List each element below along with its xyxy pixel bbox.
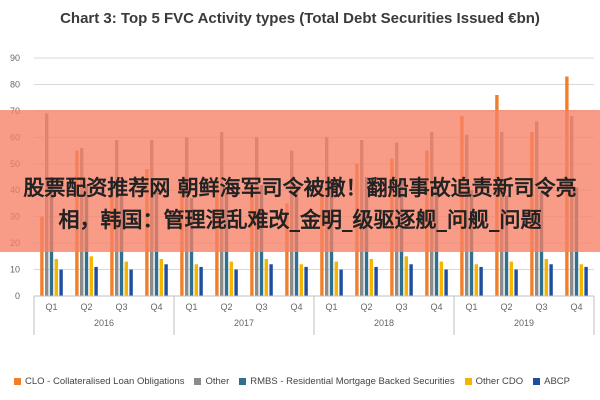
x-tick-label: Q3 [535, 302, 547, 312]
x-tick-label: Q2 [220, 302, 232, 312]
bar-othercdo [264, 258, 268, 296]
bar-othercdo [509, 261, 513, 296]
legend-item: Other CDO [464, 376, 524, 387]
bar-othercdo [369, 258, 373, 296]
bar-othercdo [404, 256, 408, 296]
bar-abcp [59, 269, 63, 296]
y-tick-label: 90 [10, 53, 20, 63]
chart-legend: CLO - Collateralised Loan Obligations Oth… [14, 376, 580, 387]
bar-abcp [164, 264, 168, 296]
legend-item: Other [194, 376, 229, 387]
bar-abcp [409, 264, 413, 296]
bar-othercdo [439, 261, 443, 296]
legend-item: CLO - Collateralised Loan Obligations [14, 376, 184, 387]
x-tick-label: Q4 [290, 302, 302, 312]
legend-item: ABCP [533, 376, 570, 387]
legend-label: Other CDO [475, 376, 524, 387]
legend-label: CLO - Collateralised Loan Obligations [25, 376, 185, 387]
x-tick-label: Q1 [465, 302, 477, 312]
y-tick-label: 0 [15, 291, 20, 301]
bar-abcp [549, 264, 553, 296]
x-tick-label: Q4 [570, 302, 582, 312]
legend-label: ABCP [544, 376, 570, 387]
legend-swatch [464, 378, 472, 385]
year-label: 2016 [94, 318, 114, 328]
bar-othercdo [194, 264, 198, 296]
x-tick-label: Q1 [45, 302, 57, 312]
x-tick-label: Q1 [325, 302, 337, 312]
x-tick-label: Q2 [500, 302, 512, 312]
bar-othercdo [54, 258, 58, 296]
legend-item: RMBS - Residential Mortgage Backed Secur… [239, 376, 455, 387]
x-tick-label: Q3 [255, 302, 267, 312]
bar-abcp [374, 266, 378, 296]
bar-othercdo [89, 256, 93, 296]
x-tick-label: Q2 [80, 302, 92, 312]
bar-abcp [514, 269, 518, 296]
bar-abcp [199, 266, 203, 296]
legend-swatch [194, 378, 202, 385]
bar-othercdo [159, 258, 163, 296]
bar-othercdo [299, 264, 303, 296]
bar-abcp [584, 266, 588, 296]
legend-swatch [533, 378, 541, 385]
bar-othercdo [579, 264, 583, 296]
promo-overlay-banner [0, 110, 600, 252]
bar-abcp [479, 266, 483, 296]
x-tick-label: Q3 [395, 302, 407, 312]
bar-abcp [94, 266, 98, 296]
legend-label: Other [205, 376, 230, 387]
x-tick-label: Q4 [430, 302, 442, 312]
chart-title: Chart 3: Top 5 FVC Activity types (Total… [60, 10, 540, 27]
bar-abcp [444, 269, 448, 296]
promo-overlay-text: 股票配资推荐网 朝鲜海军司令被撤！翻船事故追责新司令亮相，韩国：管理混乱难改_金… [23, 176, 577, 232]
bar-othercdo [544, 258, 548, 296]
bar-abcp [339, 269, 343, 296]
year-label: 2017 [234, 318, 254, 328]
x-tick-label: Q4 [150, 302, 162, 312]
bar-abcp [129, 269, 133, 296]
bar-othercdo [229, 261, 233, 296]
year-label: 2019 [514, 318, 534, 328]
bar-clo [40, 216, 44, 296]
legend-swatch [14, 378, 21, 385]
x-tick-label: Q2 [360, 302, 372, 312]
year-labels: 2016 2017 2018 2019 [33, 296, 595, 335]
bar-abcp [269, 264, 273, 296]
x-tick-label: Q1 [185, 302, 197, 312]
y-tick-label: 80 [10, 79, 20, 89]
legend-label: RMBS - Residential Mortgage Backed Secur… [250, 376, 455, 387]
bar-othercdo [124, 261, 128, 296]
y-tick-label: 10 [10, 265, 20, 275]
bar-abcp [234, 269, 238, 296]
bar-othercdo [334, 261, 338, 296]
bar-othercdo [474, 264, 478, 296]
legend-swatch [239, 378, 247, 385]
year-label: 2018 [374, 318, 394, 328]
x-tick-label: Q3 [115, 302, 127, 312]
bar-abcp [304, 266, 308, 296]
